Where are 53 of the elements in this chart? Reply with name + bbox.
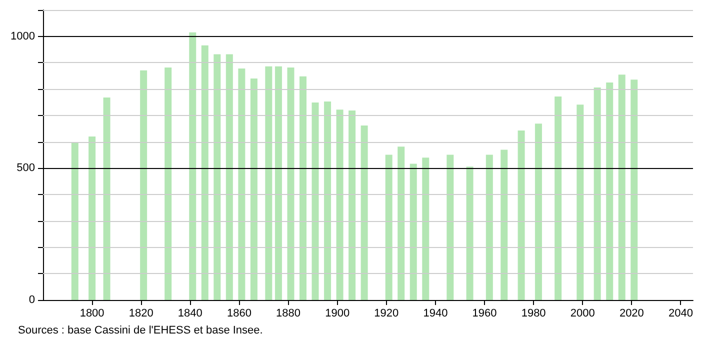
y-tick-label: 1000 <box>10 30 35 42</box>
bar <box>287 67 294 300</box>
x-tick-label: 1920 <box>374 308 399 320</box>
bar <box>385 154 392 300</box>
bar <box>274 66 282 300</box>
bar <box>360 125 368 300</box>
bar <box>500 150 508 300</box>
bar <box>534 124 542 300</box>
bar <box>594 88 601 300</box>
y-tick-label: 500 <box>16 162 35 174</box>
x-tick-label: 2040 <box>668 308 693 320</box>
bar <box>189 32 196 300</box>
bar <box>201 45 208 300</box>
bar <box>164 67 172 300</box>
bar <box>446 154 454 300</box>
bar <box>140 70 148 300</box>
x-tick-label: 1940 <box>423 308 448 320</box>
x-tick-label: 1900 <box>325 308 350 320</box>
x-tick-label: 1880 <box>276 308 301 320</box>
bar <box>88 136 96 300</box>
bar <box>336 110 344 300</box>
bar <box>518 130 525 300</box>
bar <box>466 166 474 300</box>
bar <box>250 78 258 300</box>
bar <box>630 80 638 300</box>
x-tick-label: 2000 <box>570 308 595 320</box>
x-tick-label: 1860 <box>226 308 252 320</box>
bar <box>554 96 562 300</box>
x-tick-label: 1840 <box>178 308 202 320</box>
bar <box>238 68 246 300</box>
bar <box>312 102 319 300</box>
x-tick-label: 1960 <box>472 308 497 320</box>
source-note: Sources : base Cassini de l'EHESS et base Insee. <box>18 324 263 336</box>
bar <box>226 54 233 300</box>
bar <box>265 66 272 300</box>
bar <box>486 154 493 300</box>
x-tick-label: 1800 <box>80 308 104 320</box>
bar <box>606 82 614 300</box>
bar <box>576 104 584 300</box>
bar <box>410 164 417 300</box>
bar <box>300 76 306 300</box>
bar <box>103 98 110 300</box>
bar <box>348 110 356 300</box>
bar <box>422 158 430 300</box>
x-tick-label: 1980 <box>521 308 546 320</box>
y-tick-label: 0 <box>28 294 35 306</box>
bar <box>214 54 221 300</box>
x-tick-label: 1820 <box>128 308 154 320</box>
bar <box>398 146 405 300</box>
bar <box>324 101 332 300</box>
bar <box>71 142 78 300</box>
x-tick-label: 2020 <box>619 308 644 320</box>
bar <box>618 74 626 300</box>
